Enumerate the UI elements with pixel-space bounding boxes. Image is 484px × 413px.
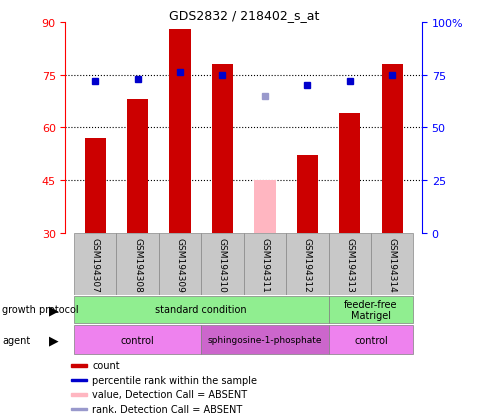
Text: percentile rank within the sample: percentile rank within the sample — [92, 375, 257, 385]
FancyBboxPatch shape — [201, 233, 243, 295]
FancyBboxPatch shape — [74, 233, 116, 295]
FancyBboxPatch shape — [328, 233, 370, 295]
FancyBboxPatch shape — [116, 233, 158, 295]
Text: sphingosine-1-phosphate: sphingosine-1-phosphate — [207, 335, 321, 344]
Text: control: control — [121, 335, 154, 345]
Text: rank, Detection Call = ABSENT: rank, Detection Call = ABSENT — [92, 404, 242, 413]
Text: GSM194314: GSM194314 — [387, 237, 396, 292]
Bar — [84, 139, 106, 233]
Text: count: count — [92, 361, 120, 370]
FancyBboxPatch shape — [158, 233, 201, 295]
FancyBboxPatch shape — [286, 233, 328, 295]
Bar — [254, 181, 275, 233]
FancyBboxPatch shape — [74, 325, 201, 354]
Title: GDS2832 / 218402_s_at: GDS2832 / 218402_s_at — [168, 9, 318, 21]
Text: standard condition: standard condition — [155, 305, 246, 315]
Text: GSM194311: GSM194311 — [260, 237, 269, 292]
Text: GSM194307: GSM194307 — [91, 237, 100, 292]
FancyBboxPatch shape — [370, 233, 412, 295]
Text: growth protocol: growth protocol — [2, 305, 79, 315]
FancyBboxPatch shape — [74, 296, 328, 324]
Bar — [71, 379, 87, 381]
Bar — [338, 114, 360, 233]
Text: agent: agent — [2, 335, 30, 345]
Text: GSM194310: GSM194310 — [217, 237, 227, 292]
Bar — [381, 65, 402, 233]
Text: feeder-free
Matrigel: feeder-free Matrigel — [344, 299, 397, 320]
FancyBboxPatch shape — [328, 296, 412, 324]
Bar — [212, 65, 233, 233]
Bar — [169, 30, 190, 233]
Bar — [296, 156, 318, 233]
Text: GSM194309: GSM194309 — [175, 237, 184, 292]
Text: GSM194308: GSM194308 — [133, 237, 142, 292]
Text: GSM194312: GSM194312 — [302, 237, 311, 292]
Text: ▶: ▶ — [48, 303, 58, 316]
Bar — [71, 408, 87, 410]
Bar — [71, 393, 87, 396]
Text: value, Detection Call = ABSENT: value, Detection Call = ABSENT — [92, 389, 247, 399]
FancyBboxPatch shape — [243, 233, 286, 295]
FancyBboxPatch shape — [328, 325, 412, 354]
Text: GSM194313: GSM194313 — [345, 237, 354, 292]
FancyBboxPatch shape — [201, 325, 328, 354]
Text: control: control — [353, 335, 387, 345]
Text: ▶: ▶ — [48, 333, 58, 346]
Bar — [71, 364, 87, 367]
Bar — [127, 100, 148, 233]
